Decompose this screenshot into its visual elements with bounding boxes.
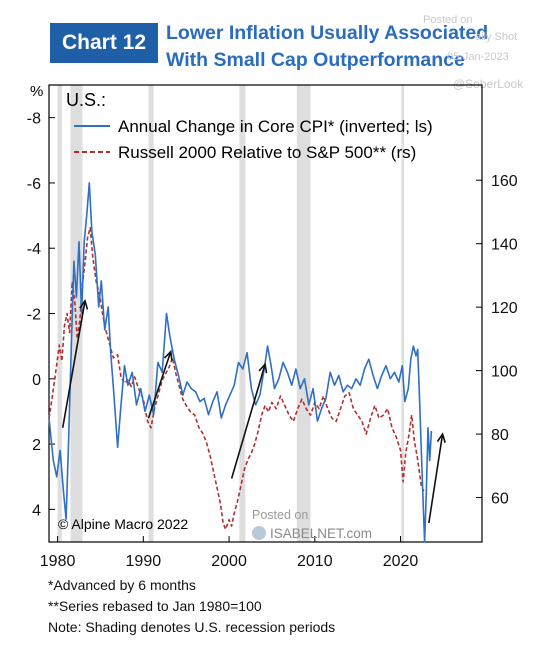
- chart-number-badge: Chart 12: [50, 23, 158, 63]
- left-axis-unit: %: [30, 83, 43, 100]
- right-tick-label: 60: [491, 491, 509, 508]
- right-tick-label: 100: [491, 364, 518, 381]
- left-tick-label: -4: [27, 241, 41, 258]
- arrow-annotations-group: [61, 298, 446, 524]
- region-label: U.S.:: [66, 90, 106, 110]
- trend-arrow-head-1: [163, 349, 173, 361]
- watermark-posted-on-top: Posted on: [423, 14, 473, 26]
- right-tick-label: 160: [491, 173, 518, 190]
- recession-band-0: [57, 85, 62, 542]
- chart-title-line-1: Lower Inflation Usually Associated: [166, 22, 489, 44]
- watermark-posted-on: Posted on: [252, 508, 308, 522]
- legend-label-russell: Russell 2000 Relative to S&P 500** (rs): [118, 143, 416, 162]
- watermark-daily-shot: aily Shot: [475, 31, 518, 43]
- trend-arrow-2: [230, 364, 266, 479]
- recession-band-1: [70, 85, 83, 542]
- trend-arrow-1: [147, 351, 172, 419]
- footnote-2: **Series rebased to Jan 1980=100: [48, 598, 262, 614]
- trend-arrow-head-0: [79, 298, 89, 310]
- right-tick-label: 80: [491, 427, 509, 444]
- legend-label-cpi: Annual Change in Core CPI* (inverted; ls…: [118, 117, 433, 136]
- left-tick-label: 2: [32, 437, 41, 454]
- footnotes: *Advanced by 6 months **Series rebased t…: [48, 575, 335, 638]
- right-tick-label: 120: [491, 300, 518, 317]
- series-group: [48, 182, 433, 543]
- left-tick-label: -2: [27, 307, 41, 324]
- x-tick-label: 1980: [40, 553, 76, 570]
- footnote-3: Note: Shading denotes U.S. recession per…: [48, 619, 336, 635]
- recession-band-3: [239, 85, 246, 542]
- axis-ticks-group: -8 -6 -4 -2 0 2 4 60 80 100 120 140 160 1980 1990 2000 2…: [27, 111, 518, 570]
- trend-arrow-head-2: [258, 362, 268, 374]
- series-line-core-cpi: [48, 182, 433, 543]
- recession-shading-group: [57, 85, 404, 542]
- watermark-date: 05-Jan-2023: [447, 51, 509, 63]
- legend: Annual Change in Core CPI* (inverted; ls…: [74, 117, 433, 162]
- left-tick-label: -8: [27, 111, 41, 128]
- chart-area: -8 -6 -4 -2 0 2 4 60 80 100 120 140 160 1980 1990 2000 2…: [27, 83, 518, 570]
- trend-arrow-3: [428, 433, 444, 524]
- x-tick-label: 2010: [297, 553, 333, 570]
- chart-title: Lower Inflation Usually Associated With …: [166, 20, 496, 74]
- recession-band-5: [401, 85, 404, 542]
- x-tick-label: 2020: [383, 553, 419, 570]
- trend-arrow-0: [61, 300, 86, 428]
- chart-title-line-2: With Small Cap Outperformance: [166, 49, 465, 71]
- series-line-russell-relative: [48, 227, 425, 531]
- plot-frame: [48, 84, 483, 543]
- left-tick-label: -6: [27, 176, 41, 193]
- watermark-globe-icon: [252, 526, 266, 540]
- trend-arrow-head-3: [436, 432, 446, 443]
- left-tick-label: 0: [32, 372, 41, 389]
- watermark-site: ISABELNET.com: [270, 526, 372, 541]
- watermark-handle: @SoberLook: [453, 77, 524, 91]
- x-tick-label: 2000: [211, 553, 247, 570]
- footnote-1: *Advanced by 6 months: [48, 577, 196, 593]
- left-tick-label: 4: [32, 502, 41, 519]
- right-tick-label: 140: [491, 237, 518, 254]
- copyright-text: © Alpine Macro 2022: [58, 516, 188, 532]
- x-tick-label: 1990: [126, 553, 162, 570]
- recession-band-2: [148, 85, 154, 542]
- recession-band-4: [296, 85, 311, 542]
